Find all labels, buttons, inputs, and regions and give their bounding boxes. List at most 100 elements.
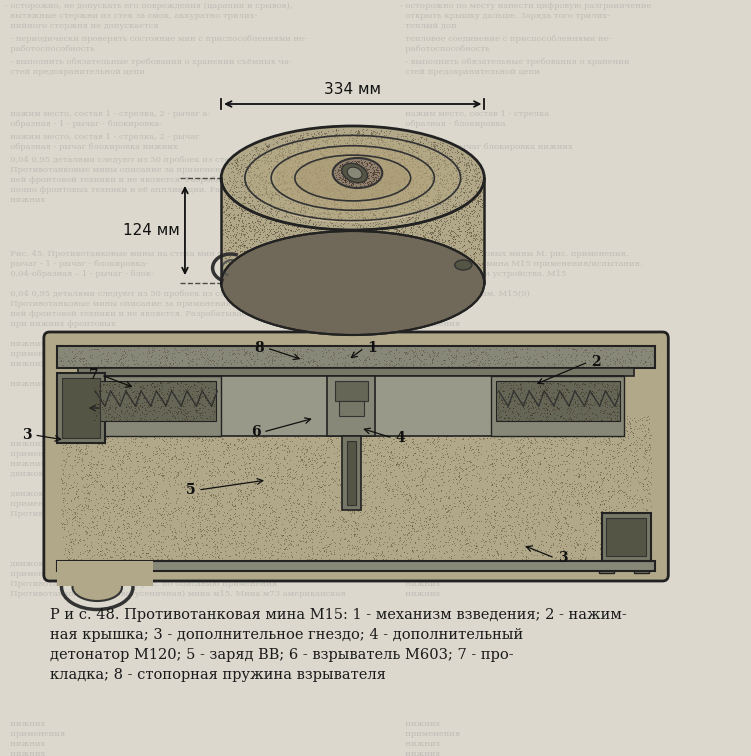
Point — [288, 272, 300, 284]
Point — [119, 480, 131, 492]
Point — [526, 544, 538, 556]
Point — [272, 441, 284, 453]
Point — [219, 218, 231, 231]
Point — [191, 470, 203, 482]
Point — [590, 346, 602, 358]
Point — [359, 355, 371, 367]
Point — [612, 450, 624, 462]
Point — [430, 233, 442, 245]
Point — [119, 478, 131, 490]
Point — [400, 181, 412, 193]
Point — [129, 413, 141, 425]
Point — [511, 407, 523, 419]
Point — [409, 274, 421, 287]
Point — [594, 513, 606, 525]
Point — [365, 175, 377, 187]
Point — [180, 531, 192, 543]
Point — [384, 229, 396, 241]
Point — [282, 529, 294, 541]
Point — [637, 358, 649, 370]
Point — [580, 448, 592, 460]
Point — [475, 200, 487, 212]
Point — [347, 214, 359, 226]
Point — [383, 227, 395, 239]
Point — [288, 246, 300, 259]
Point — [646, 345, 658, 358]
Point — [561, 489, 573, 501]
Point — [583, 507, 595, 519]
Point — [416, 474, 428, 486]
Point — [238, 179, 250, 191]
Point — [312, 197, 324, 209]
Point — [124, 411, 136, 423]
Point — [434, 138, 446, 150]
Point — [448, 195, 460, 207]
Point — [414, 194, 426, 206]
Point — [426, 268, 438, 280]
Point — [248, 165, 260, 177]
Point — [381, 197, 393, 209]
Point — [171, 494, 183, 506]
Point — [433, 224, 445, 236]
Point — [397, 222, 409, 234]
Point — [390, 226, 402, 238]
Point — [306, 522, 318, 534]
Point — [248, 225, 260, 237]
Point — [161, 497, 173, 510]
Point — [606, 457, 618, 469]
Point — [206, 398, 218, 411]
Point — [331, 239, 343, 251]
Point — [367, 164, 379, 176]
Point — [228, 153, 240, 166]
Point — [323, 187, 335, 199]
Point — [529, 436, 541, 448]
Point — [391, 521, 403, 533]
Point — [182, 410, 194, 422]
Point — [318, 188, 330, 200]
Point — [523, 471, 535, 483]
Point — [448, 460, 460, 472]
Point — [440, 512, 452, 524]
Point — [390, 343, 402, 355]
Point — [371, 187, 383, 200]
Point — [373, 442, 385, 454]
Point — [410, 491, 422, 503]
Point — [58, 476, 70, 488]
Point — [406, 151, 418, 163]
Point — [238, 543, 250, 555]
Point — [543, 421, 555, 433]
Point — [167, 510, 179, 522]
Point — [225, 267, 237, 279]
Point — [351, 203, 363, 215]
Point — [454, 156, 466, 169]
Point — [182, 352, 194, 364]
Point — [260, 430, 272, 442]
Point — [288, 187, 300, 200]
Point — [414, 203, 426, 215]
Point — [316, 345, 328, 357]
Point — [496, 419, 508, 431]
Point — [412, 147, 424, 159]
Point — [164, 358, 176, 370]
Point — [190, 495, 202, 507]
Point — [265, 178, 277, 190]
Point — [372, 172, 385, 184]
Point — [363, 184, 375, 197]
Point — [170, 446, 182, 458]
Point — [414, 132, 426, 144]
Point — [125, 401, 137, 413]
Point — [254, 545, 266, 557]
Point — [270, 185, 282, 197]
Point — [285, 138, 297, 150]
Point — [366, 138, 379, 150]
Point — [142, 398, 154, 411]
Point — [290, 465, 302, 477]
Point — [82, 429, 94, 441]
Point — [556, 412, 569, 424]
Point — [306, 457, 318, 469]
Point — [135, 414, 147, 426]
Point — [318, 181, 330, 194]
Point — [234, 239, 246, 251]
Point — [415, 276, 427, 288]
Point — [91, 515, 103, 527]
